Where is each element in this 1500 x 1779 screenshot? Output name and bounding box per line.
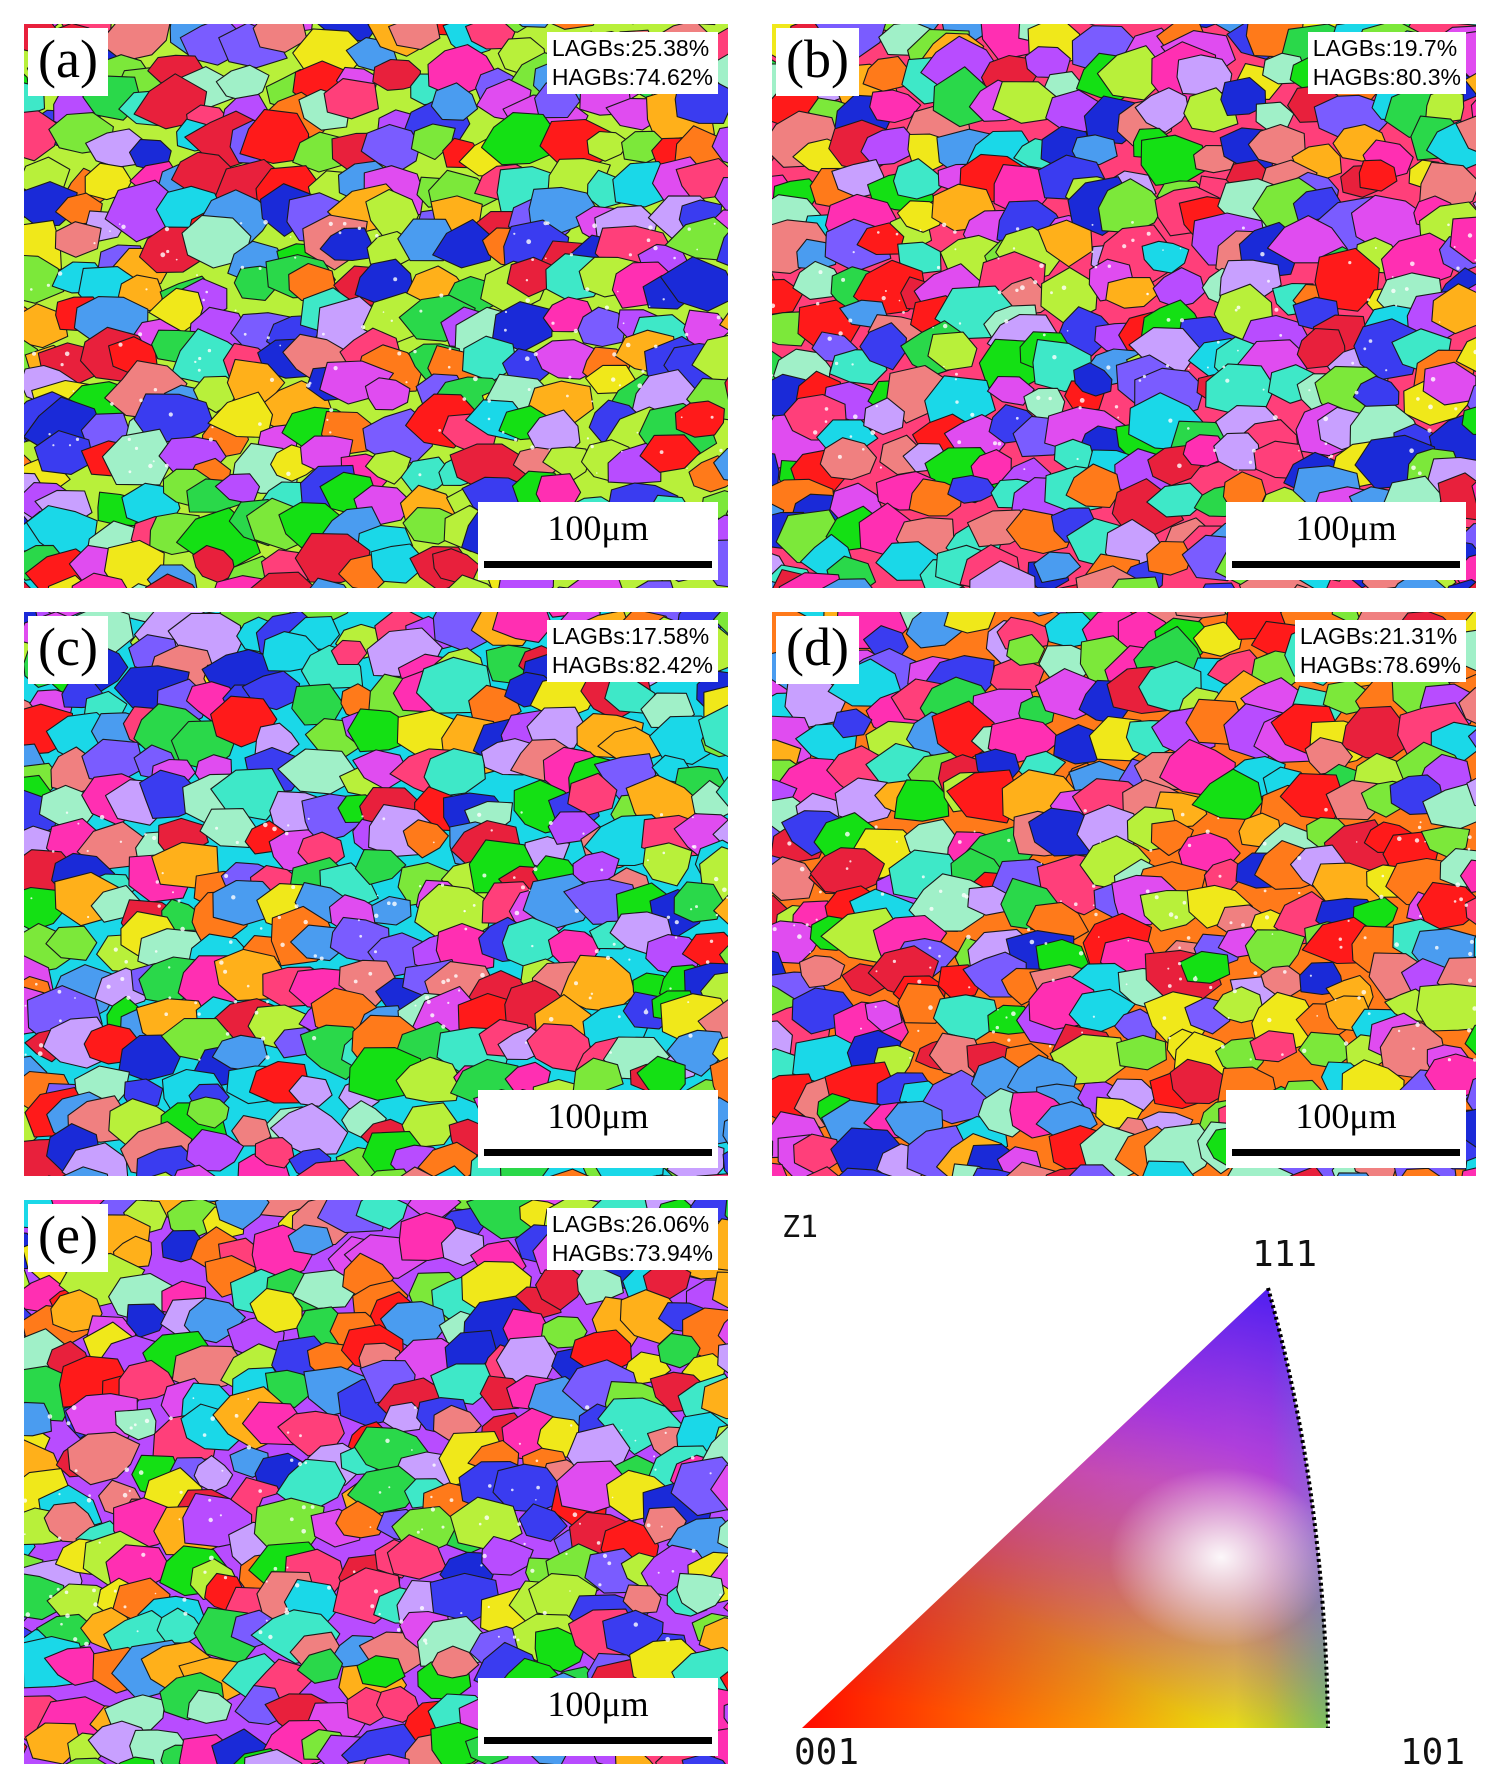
scale-bar-box: 100μm [478, 502, 718, 580]
ipf-axis-label: Z1 [782, 1210, 819, 1245]
scale-bar-box: 100μm [1226, 502, 1466, 580]
scale-bar-label: 100μm [547, 1096, 649, 1136]
grain-boundary-stats: LAGBs:19.7% HAGBs:80.3% [1307, 32, 1466, 94]
scale-bar-label: 100μm [1295, 1096, 1397, 1136]
lagbs-value: LAGBs:21.31% [1299, 623, 1458, 649]
lagbs-value: LAGBs:19.7% [1312, 35, 1458, 61]
ebsd-map-d: (d) LAGBs:21.31% HAGBs:78.69% 100μm [772, 612, 1476, 1176]
lagbs-value: LAGBs:25.38% [551, 35, 710, 61]
ebsd-map-a: (a) LAGBs:25.38% HAGBs:74.62% 100μm [24, 24, 728, 588]
grain-boundary-stats: LAGBs:21.31% HAGBs:78.69% [1294, 620, 1466, 682]
scale-bar-box: 100μm [478, 1678, 718, 1756]
scale-bar-box: 100μm [1226, 1090, 1466, 1168]
ebsd-map-b: (b) LAGBs:19.7% HAGBs:80.3% 100μm [772, 24, 1476, 588]
scale-bar-label: 100μm [547, 508, 649, 548]
scale-bar [484, 1737, 712, 1744]
ipf-corner-001: 001 [794, 1732, 860, 1773]
scale-bar [1232, 1149, 1460, 1156]
panel-label: (e) [28, 1204, 108, 1272]
scale-bar [484, 561, 712, 568]
hagbs-value: HAGBs:73.94% [551, 1240, 713, 1266]
grain-map [772, 612, 1476, 1176]
ipf-triangle [802, 1287, 1330, 1729]
panel-label: (a) [28, 28, 108, 96]
hagbs-value: HAGBs:74.62% [551, 64, 713, 90]
ebsd-map-e: (e) LAGBs:26.06% HAGBs:73.94% 100μm [24, 1200, 728, 1764]
panel-label: (d) [776, 616, 859, 684]
hagbs-value: HAGBs:82.42% [551, 652, 713, 678]
grain-boundary-stats: LAGBs:26.06% HAGBs:73.94% [546, 1208, 718, 1270]
scale-bar-box: 100μm [478, 1090, 718, 1168]
scale-bar-label: 100μm [547, 1684, 649, 1724]
grain-boundary-stats: LAGBs:25.38% HAGBs:74.62% [546, 32, 718, 94]
panel-label: (b) [776, 28, 859, 96]
grain-boundary-stats: LAGBs:17.58% HAGBs:82.42% [546, 620, 718, 682]
grain-map [24, 612, 728, 1176]
scale-bar-label: 100μm [1295, 508, 1397, 548]
scale-bar [484, 1149, 712, 1156]
lagbs-value: LAGBs:26.06% [551, 1211, 710, 1237]
panel-label: (c) [28, 616, 108, 684]
scale-bar [1232, 561, 1460, 568]
ipf-corner-101: 101 [1400, 1732, 1466, 1773]
ipf-color-key: Z1 111 001 101 [780, 1210, 1480, 1773]
ipf-corner-111: 111 [1252, 1234, 1318, 1275]
ebsd-map-c: (c) LAGBs:17.58% HAGBs:82.42% 100μm [24, 612, 728, 1176]
hagbs-value: HAGBs:80.3% [1312, 64, 1461, 90]
hagbs-value: HAGBs:78.69% [1299, 652, 1461, 678]
lagbs-value: LAGBs:17.58% [551, 623, 710, 649]
grain-map [24, 24, 728, 588]
